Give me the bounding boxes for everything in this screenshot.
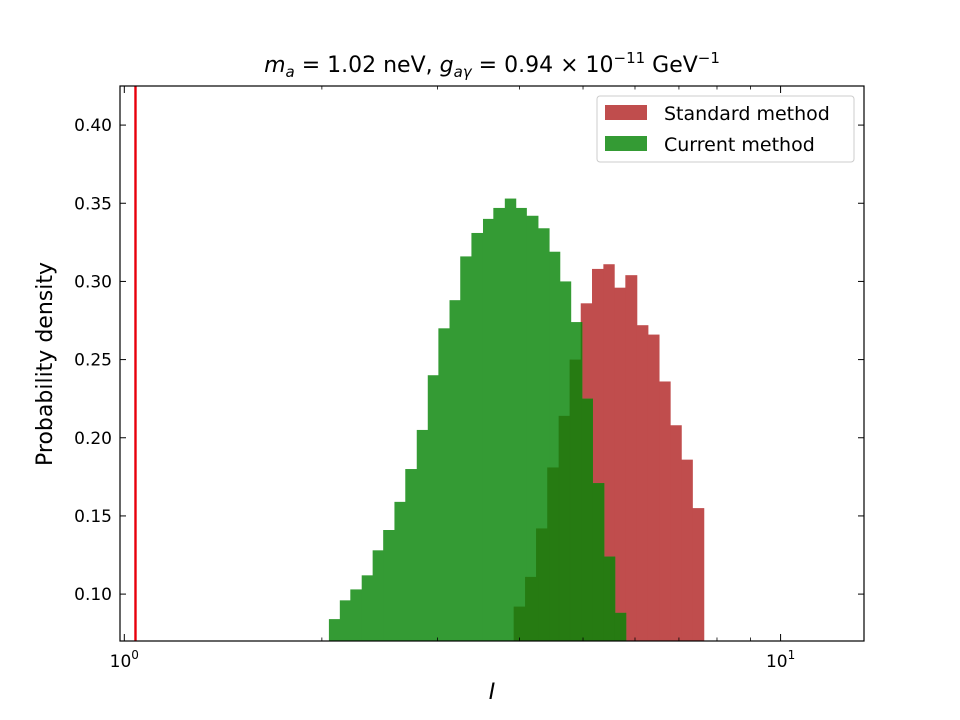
bar-standard-13 xyxy=(659,381,671,641)
bar-current-9 xyxy=(427,375,439,641)
bar-current-17 xyxy=(515,207,527,641)
overlap-bar-5 xyxy=(538,528,548,641)
bar-current-10 xyxy=(438,328,450,641)
y-tick-label-1: 0.15 xyxy=(74,507,112,527)
overlap-bar-13 xyxy=(581,398,593,641)
histogram-bars xyxy=(328,198,705,641)
bar-standard-9 xyxy=(614,287,626,641)
bar-current-11 xyxy=(449,300,461,641)
bar-standard-15 xyxy=(681,459,693,641)
bar-current-0 xyxy=(328,619,341,641)
bar-current-3 xyxy=(361,575,374,641)
x-tick-label-1: 101 xyxy=(766,648,795,672)
bar-current-5 xyxy=(383,530,395,641)
y-tick-label-5: 0.35 xyxy=(74,194,112,214)
legend-swatch-standard xyxy=(605,105,647,120)
bar-current-8 xyxy=(416,429,429,641)
bar-standard-10 xyxy=(625,275,638,641)
axis-ticks: 0.10 0.15 0.20 0.25 0.30 0.35 0.40 100 101 xyxy=(74,86,864,672)
y-tick-label-6: 0.40 xyxy=(74,116,112,136)
overlap-bar-20 xyxy=(625,612,627,641)
legend-label-standard: Standard method xyxy=(664,103,830,125)
overlap-bar-15 xyxy=(592,483,604,641)
bar-current-18 xyxy=(526,215,539,641)
overlap-bar-9 xyxy=(559,415,570,641)
bar-current-2 xyxy=(350,589,363,641)
overlap-bar-11 xyxy=(570,359,582,641)
overlap-bar-2 xyxy=(525,576,527,641)
legend-swatch-current xyxy=(605,136,647,151)
bar-current-19 xyxy=(538,228,550,641)
x-axis-label: I xyxy=(489,680,496,705)
overlap-bar-14 xyxy=(592,398,593,641)
bar-current-7 xyxy=(405,469,418,641)
y-axis-label: Probability density xyxy=(33,262,58,466)
overlap-bar-3 xyxy=(526,576,537,641)
overlap-bar-6 xyxy=(547,467,550,641)
overlap-bar-16 xyxy=(603,483,605,641)
bar-current-13 xyxy=(471,232,484,641)
x-tick-label-0: 100 xyxy=(110,648,139,672)
legend-box xyxy=(596,95,855,163)
bar-current-15 xyxy=(493,207,506,641)
bar-standard-8 xyxy=(603,264,615,641)
bar-current-4 xyxy=(372,550,384,641)
legend: Standard method Current method xyxy=(596,95,855,163)
bar-current-20 xyxy=(549,251,561,641)
y-tick-label-2: 0.20 xyxy=(74,429,112,449)
overlap-bar-4 xyxy=(536,528,539,641)
bar-standard-16 xyxy=(692,508,705,641)
overlap-bar-12 xyxy=(580,322,583,641)
bar-current-14 xyxy=(482,218,494,641)
y-tick-label-3: 0.25 xyxy=(74,351,112,371)
overlap-bar-17 xyxy=(603,556,615,641)
bar-standard-12 xyxy=(647,334,660,641)
chart-title: ma = 1.02 neV, gaγ = 0.94 × 10−11 GeV−1 xyxy=(264,49,720,81)
bar-current-1 xyxy=(339,600,351,641)
overlap-bar-0 xyxy=(513,606,517,641)
overlap-bar-18 xyxy=(614,556,616,641)
bar-current-6 xyxy=(394,501,406,641)
bar-standard-14 xyxy=(670,425,682,641)
bar-standard-7 xyxy=(592,268,604,641)
overlap-bar-8 xyxy=(558,415,561,641)
y-tick-label-0: 0.10 xyxy=(74,585,112,605)
overlap-bar-7 xyxy=(549,467,560,641)
legend-label-current: Current method xyxy=(664,134,815,156)
overlap-bar-10 xyxy=(569,359,572,641)
overlap-bar-1 xyxy=(515,606,526,641)
overlap-bar-19 xyxy=(614,612,626,641)
bar-current-12 xyxy=(460,256,472,641)
plot-frame xyxy=(119,85,865,642)
bar-current-16 xyxy=(504,198,517,641)
bar-standard-11 xyxy=(636,325,649,641)
y-tick-label-4: 0.30 xyxy=(74,272,112,292)
